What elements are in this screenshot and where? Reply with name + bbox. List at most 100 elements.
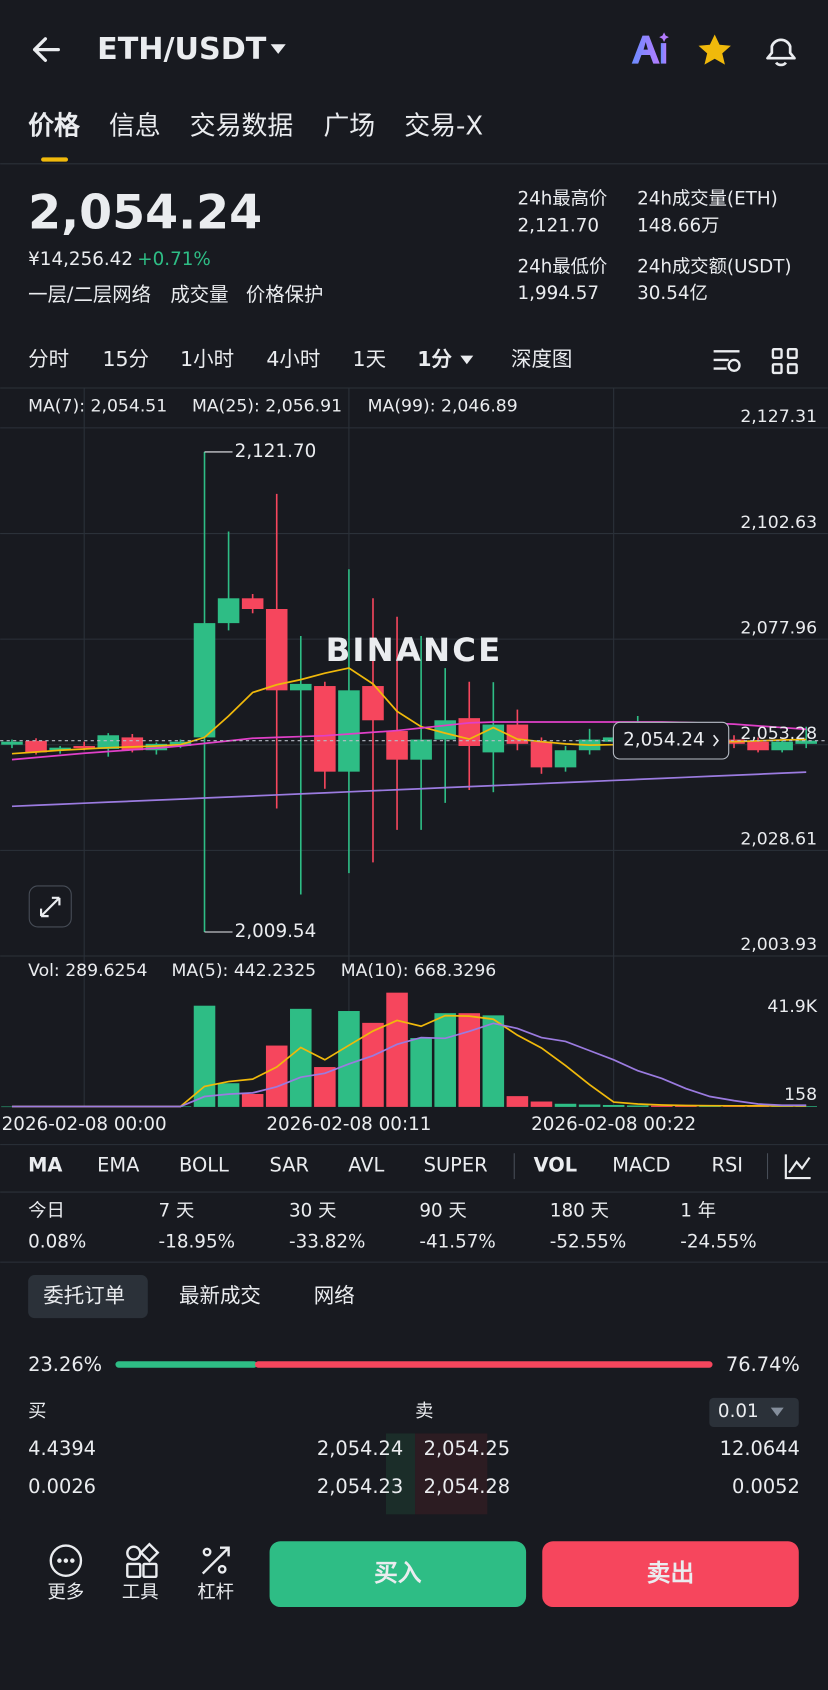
tab[interactable]: 广场 xyxy=(323,112,375,142)
tag-link[interactable]: 成交量 xyxy=(170,283,228,306)
ask-price: 2,054.28 xyxy=(424,1475,510,1498)
candle-body xyxy=(97,735,120,749)
tab[interactable]: 交易数据 xyxy=(190,112,293,142)
tool-label[interactable]: 更多 xyxy=(48,1582,85,1603)
volume-bar xyxy=(338,1011,360,1107)
volume-bar xyxy=(554,1103,577,1107)
volume-bar xyxy=(410,1038,432,1107)
bid-ratio: 23.26% xyxy=(28,1353,102,1376)
indicator-tab[interactable]: SUPER xyxy=(424,1154,488,1177)
candle-body xyxy=(482,724,505,753)
indicator-tab[interactable]: AVL xyxy=(348,1154,384,1177)
indicator-settings-icon[interactable] xyxy=(784,1154,811,1180)
legend-entry: MA(99): 2,046.89 xyxy=(368,396,518,416)
precision-selector[interactable] xyxy=(709,1397,799,1428)
interval-tab[interactable]: 1小时 xyxy=(180,347,234,371)
expand-button[interactable] xyxy=(28,885,72,928)
indicator-tab[interactable]: EMA xyxy=(97,1154,140,1177)
stat-label: 24h最低价 xyxy=(517,256,607,277)
back-button[interactable] xyxy=(32,37,60,62)
candle-body xyxy=(121,737,144,751)
price-change: +0.71% xyxy=(137,249,211,270)
layout-icon[interactable] xyxy=(771,348,798,375)
legend-entry: MA(10): 668.3296 xyxy=(341,961,497,981)
indicator-tab[interactable]: BOLL xyxy=(179,1154,229,1177)
volume-bar xyxy=(626,1105,649,1107)
precision[interactable]: 0.01 xyxy=(718,1401,759,1422)
tab[interactable]: 信息 xyxy=(109,112,161,142)
pair-title[interactable]: ETH/USDT xyxy=(97,32,267,67)
tag-link[interactable]: 一层/二层网络 xyxy=(28,283,151,306)
tool-label[interactable]: 工具 xyxy=(122,1582,159,1603)
sell-button[interactable] xyxy=(542,1541,799,1608)
buy-label[interactable]: 买入 xyxy=(374,1559,422,1587)
interval-tab[interactable]: 1分 xyxy=(417,347,452,371)
volume-bar xyxy=(482,1015,505,1107)
candle-body xyxy=(362,686,384,721)
y-tick-label: 158 xyxy=(784,1085,817,1105)
indicator-tab[interactable]: SAR xyxy=(270,1154,309,1177)
stat-label: 24h成交量(ETH) xyxy=(637,188,778,209)
tab[interactable]: 交易-X xyxy=(404,112,483,142)
legend-entry: MA(7): 2,054.51 xyxy=(28,396,167,416)
volume-bar xyxy=(265,1045,288,1107)
candle-body xyxy=(434,720,456,740)
tab[interactable]: 价格 xyxy=(28,111,81,142)
bid-amount: 0.0026 xyxy=(28,1475,96,1498)
sell-label[interactable]: 卖出 xyxy=(647,1559,694,1587)
y-tick-label: 2,053.28 xyxy=(740,724,817,744)
period-change: 0.08% xyxy=(28,1232,86,1253)
interval-tab[interactable]: 1天 xyxy=(353,347,387,371)
tool-label[interactable]: 杠杆 xyxy=(197,1582,234,1603)
legend-entry: MA(5): 442.2325 xyxy=(171,961,316,981)
y-tick-label: 41.9K xyxy=(767,997,817,1017)
interval-dropdown[interactable] xyxy=(460,355,474,365)
indicator-tab[interactable]: MA xyxy=(28,1154,62,1177)
candle-body xyxy=(265,608,288,691)
chart-settings-icon[interactable] xyxy=(713,350,741,372)
tag-link[interactable]: 价格保护 xyxy=(246,283,324,306)
indicator-tab[interactable]: RSI xyxy=(711,1154,743,1177)
last-price-tag[interactable] xyxy=(612,721,730,760)
tab-indicator xyxy=(41,157,69,162)
candle-body xyxy=(771,741,793,751)
interval-tab[interactable]: 分时 xyxy=(28,347,69,371)
candle-body xyxy=(145,743,168,751)
tools-icon[interactable] xyxy=(126,1542,160,1579)
leverage-icon[interactable] xyxy=(201,1546,230,1575)
pair-dropdown[interactable] xyxy=(270,44,286,54)
buy-button[interactable] xyxy=(269,1541,527,1608)
volume-bar xyxy=(675,1105,697,1107)
candle-body xyxy=(25,740,47,753)
indicator-tab[interactable]: VOL xyxy=(534,1154,578,1177)
volume-bar xyxy=(506,1096,529,1107)
ask-depth xyxy=(415,1433,488,1515)
candle-body xyxy=(386,730,408,760)
interval-tab[interactable]: 15分 xyxy=(103,347,150,371)
more-icon[interactable] xyxy=(49,1544,83,1577)
legend-entry: Vol: 289.6254 xyxy=(28,961,147,981)
period-label: 1 年 xyxy=(680,1200,716,1221)
annotation-label: 2,009.54 xyxy=(235,921,317,942)
stat-value: 148.66万 xyxy=(637,215,719,236)
period-change: -18.95% xyxy=(159,1232,235,1253)
notification-bell[interactable] xyxy=(766,38,796,67)
indicator-tab[interactable]: MACD xyxy=(612,1154,670,1177)
period-label: 180 天 xyxy=(550,1200,609,1221)
interval-tab[interactable]: 4小时 xyxy=(266,347,320,371)
favorite-star[interactable] xyxy=(698,34,731,65)
book-tab[interactable]: 网络 xyxy=(314,1284,355,1308)
ask-ratio: 76.74% xyxy=(726,1353,800,1376)
candle-body xyxy=(290,683,312,691)
book-tab[interactable]: 委托订单 xyxy=(43,1284,125,1308)
candle-body xyxy=(795,740,817,744)
interval-tab[interactable]: 深度图 xyxy=(511,347,572,371)
period-label: 7 天 xyxy=(159,1200,195,1221)
volume-bar xyxy=(386,992,408,1107)
y-tick-label: 2,077.96 xyxy=(740,618,817,638)
book-tab[interactable]: 最新成交 xyxy=(179,1284,261,1308)
last-price-label: 2,054.24 xyxy=(623,730,705,751)
period-change: -52.55% xyxy=(550,1232,626,1253)
y-tick-label: 2,127.31 xyxy=(740,407,817,427)
precision-dropdown xyxy=(770,1407,784,1417)
